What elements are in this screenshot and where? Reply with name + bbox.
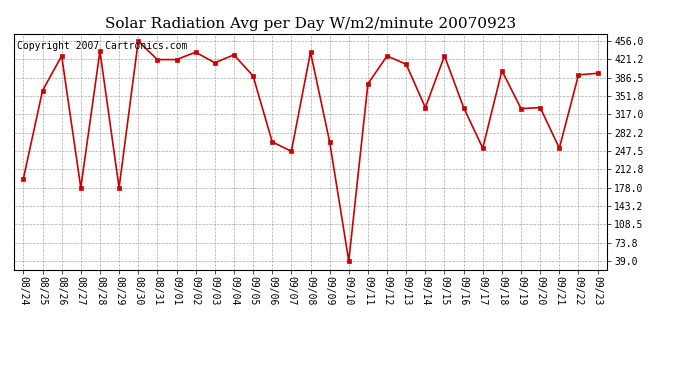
Text: Copyright 2007 Cartronics.com: Copyright 2007 Cartronics.com: [17, 41, 187, 51]
Title: Solar Radiation Avg per Day W/m2/minute 20070923: Solar Radiation Avg per Day W/m2/minute …: [105, 17, 516, 31]
